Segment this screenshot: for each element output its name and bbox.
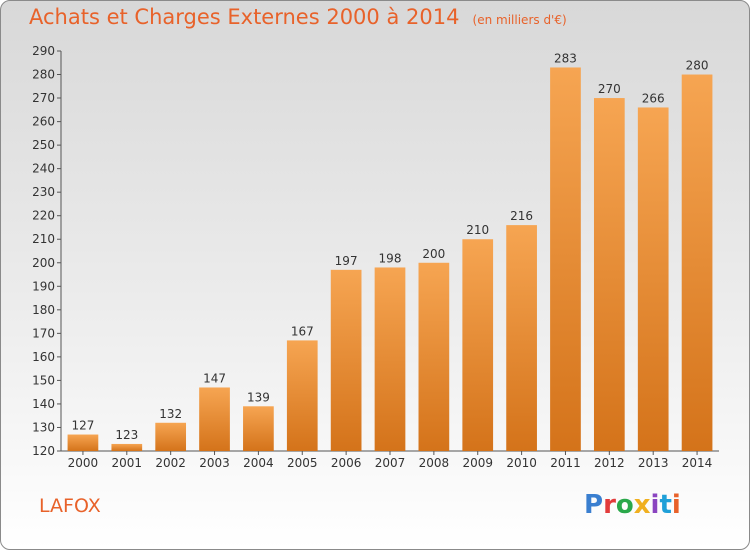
bar-2010 bbox=[506, 225, 537, 451]
y-tick-label-230: 230 bbox=[32, 185, 55, 199]
x-tick-label-2012: 2012 bbox=[594, 456, 625, 470]
data-label-2011: 283 bbox=[554, 51, 577, 65]
x-tick-label-2014: 2014 bbox=[682, 456, 713, 470]
y-tick-label-150: 150 bbox=[32, 373, 55, 387]
y-tick-label-290: 290 bbox=[32, 44, 55, 58]
commune-name: LAFOX bbox=[39, 495, 101, 517]
y-tick-label-130: 130 bbox=[32, 420, 55, 434]
bar-2013 bbox=[637, 107, 669, 452]
x-tick-label-2000: 2000 bbox=[68, 456, 99, 470]
data-label-2002: 132 bbox=[159, 407, 182, 421]
y-tick-label-200: 200 bbox=[32, 256, 55, 270]
data-label-2012: 270 bbox=[598, 82, 621, 96]
proxiti-logo[interactable]: Proxiti bbox=[584, 490, 681, 520]
x-tick-label-2010: 2010 bbox=[506, 456, 537, 470]
chart-title: Achats et Charges Externes 2000 à 2014 bbox=[29, 5, 460, 29]
y-tick-label-140: 140 bbox=[32, 397, 55, 411]
logo-letter: i bbox=[650, 490, 660, 520]
x-tick-label-2004: 2004 bbox=[243, 456, 274, 470]
y-tick-label-280: 280 bbox=[32, 68, 55, 82]
y-tick-label-250: 250 bbox=[32, 138, 55, 152]
bar-2011 bbox=[550, 67, 581, 452]
data-label-2007: 198 bbox=[379, 251, 402, 265]
bar-2005 bbox=[286, 340, 318, 451]
x-tick-label-2005: 2005 bbox=[287, 456, 318, 470]
data-label-2004: 139 bbox=[247, 390, 270, 404]
x-tick-label-2009: 2009 bbox=[462, 456, 493, 470]
data-label-2003: 147 bbox=[203, 371, 226, 385]
x-tick-label-2006: 2006 bbox=[331, 456, 362, 470]
y-tick-label-170: 170 bbox=[32, 326, 55, 340]
data-label-2013: 266 bbox=[642, 91, 665, 105]
x-tick-label-2003: 2003 bbox=[199, 456, 230, 470]
x-tick-label-2002: 2002 bbox=[155, 456, 186, 470]
data-label-2000: 127 bbox=[71, 419, 94, 433]
x-tick-label-2008: 2008 bbox=[419, 456, 450, 470]
y-tick-label-190: 190 bbox=[32, 279, 55, 293]
y-tick-label-180: 180 bbox=[32, 303, 55, 317]
bar-2001 bbox=[111, 443, 143, 451]
y-tick-label-240: 240 bbox=[32, 162, 55, 176]
bar-2003 bbox=[199, 387, 230, 451]
logo-letter: P bbox=[584, 490, 604, 520]
data-label-2009: 210 bbox=[466, 223, 489, 237]
y-tick-label-260: 260 bbox=[32, 115, 55, 129]
data-label-2010: 216 bbox=[510, 209, 533, 223]
data-label-2006: 197 bbox=[335, 254, 358, 268]
bar-2006 bbox=[330, 269, 362, 451]
logo-letter: i bbox=[671, 490, 681, 520]
x-tick-label-2013: 2013 bbox=[638, 456, 669, 470]
plot-area: 120 130 140 150 160 170 180 190 200 210 220 230 240 2… bbox=[32, 44, 719, 470]
bar-2014 bbox=[681, 74, 713, 451]
bar-2009 bbox=[462, 239, 494, 451]
logo-letter: t bbox=[659, 490, 672, 520]
data-label-2014: 280 bbox=[686, 59, 709, 73]
chart-subtitle: (en milliers d'€) bbox=[472, 13, 567, 27]
x-tick-label-2007: 2007 bbox=[375, 456, 406, 470]
y-tick-label-210: 210 bbox=[32, 232, 55, 246]
x-tick-label-2001: 2001 bbox=[112, 456, 143, 470]
y-tick-label-220: 220 bbox=[32, 209, 55, 223]
y-tick-label-270: 270 bbox=[32, 91, 55, 105]
bar-2004 bbox=[243, 406, 274, 451]
bar-2007 bbox=[374, 267, 406, 451]
logo-letter: o bbox=[615, 490, 634, 520]
y-tick-label-160: 160 bbox=[32, 350, 55, 364]
bar-2002 bbox=[155, 422, 187, 451]
data-label-2001: 123 bbox=[115, 428, 138, 442]
title-row: Achats et Charges Externes 2000 à 2014 (… bbox=[29, 5, 567, 29]
bar-2012 bbox=[593, 98, 625, 451]
logo-letter: x bbox=[633, 490, 651, 520]
bar-2008 bbox=[418, 262, 450, 451]
y-tick-label-120: 120 bbox=[32, 444, 55, 458]
data-label-2005: 167 bbox=[291, 324, 314, 338]
logo-letter: r bbox=[603, 490, 616, 520]
x-tick-label-2011: 2011 bbox=[550, 456, 581, 470]
bar-2000 bbox=[67, 434, 99, 451]
data-label-2008: 200 bbox=[422, 247, 445, 261]
